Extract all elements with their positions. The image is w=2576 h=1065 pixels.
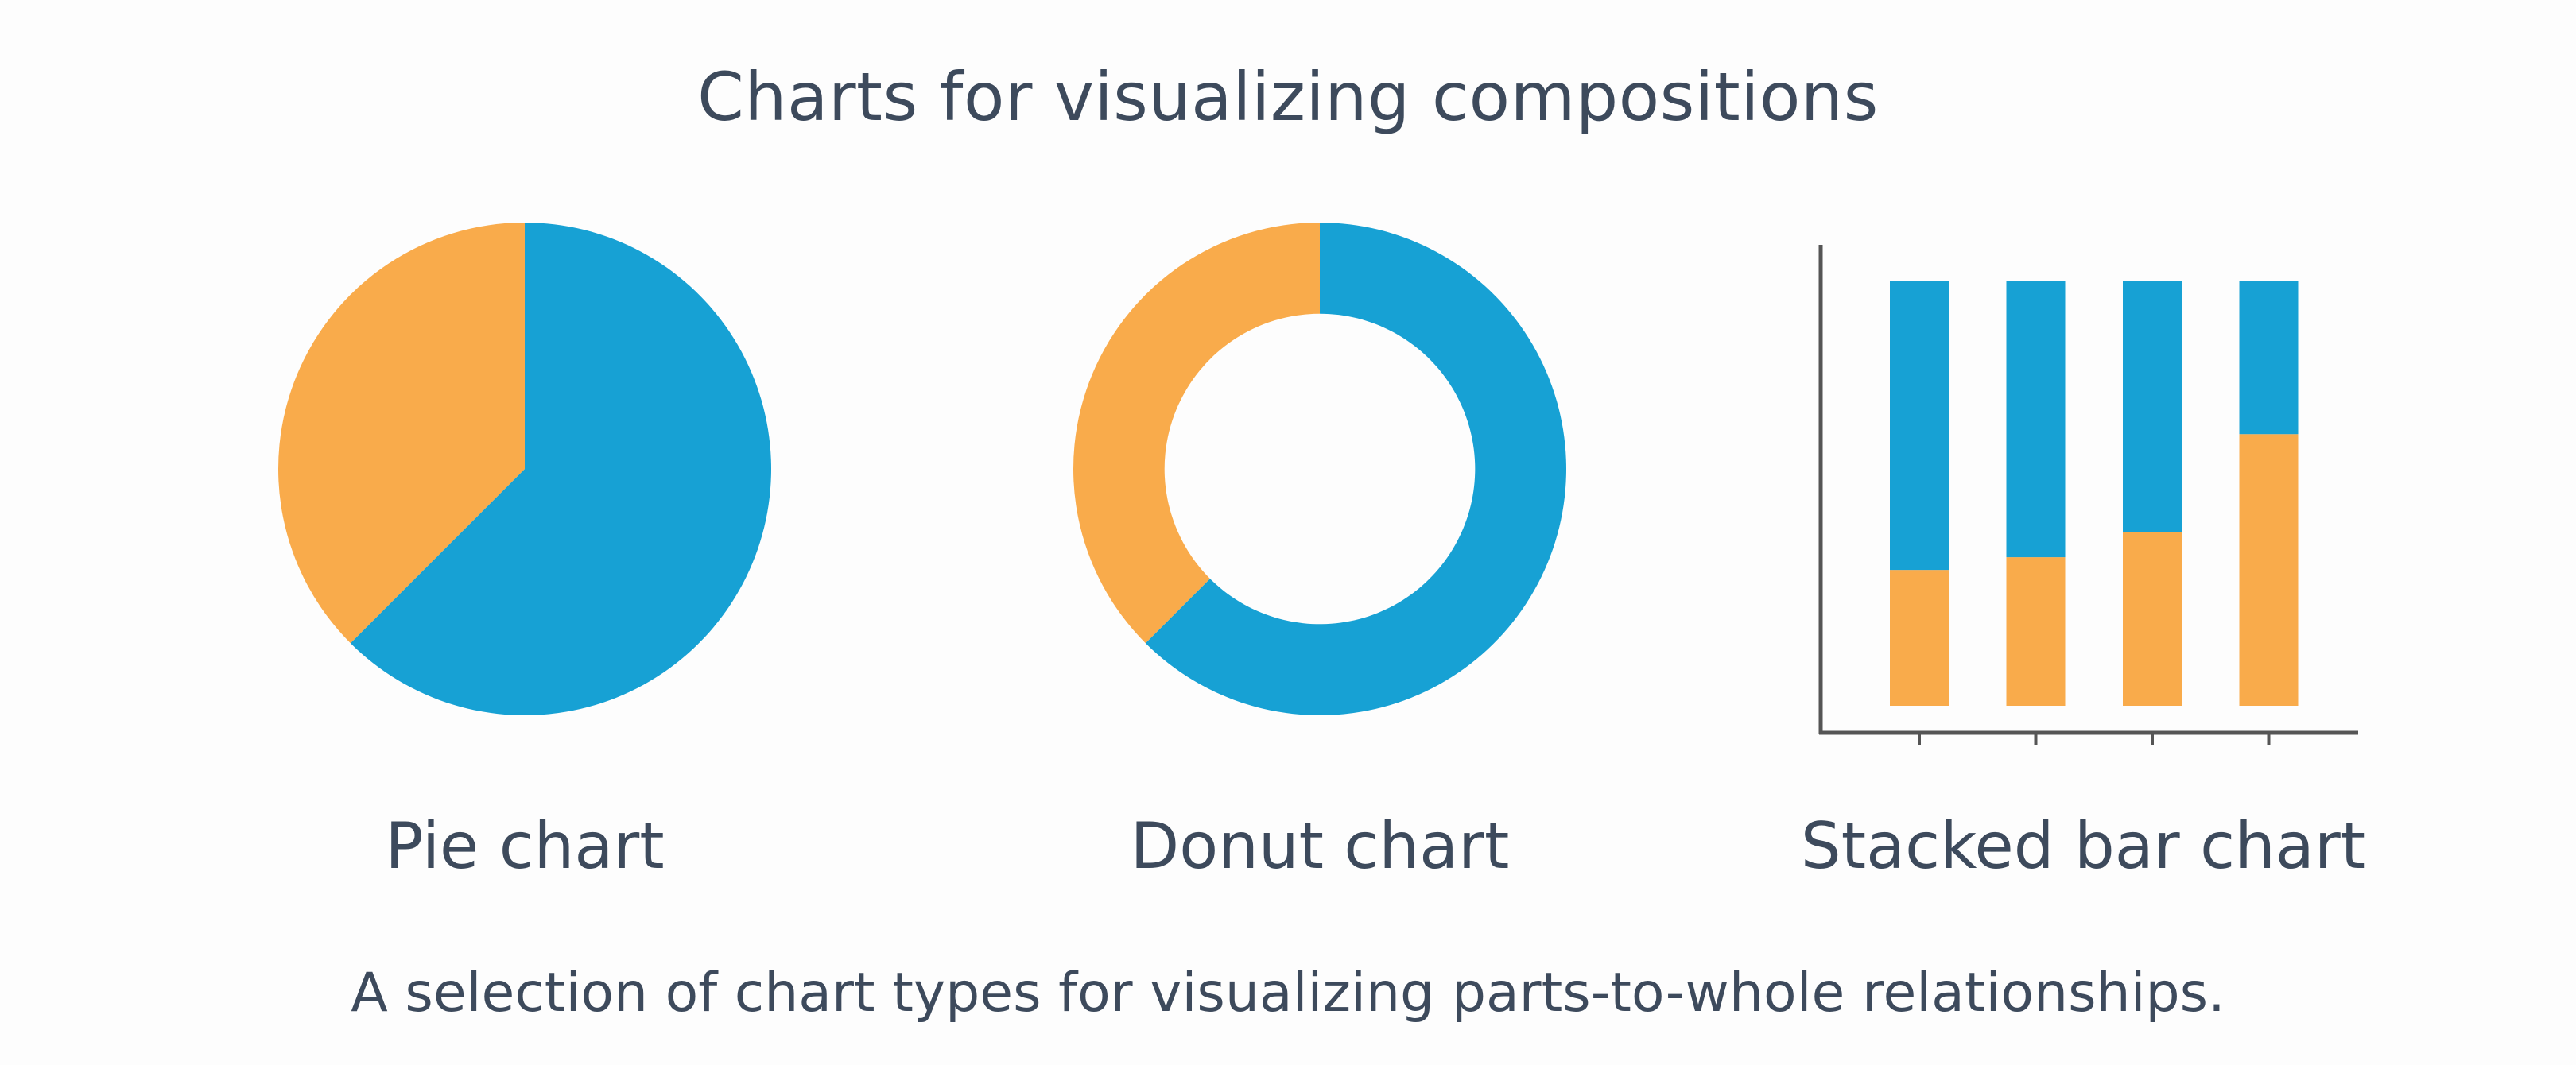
- caption: A selection of chart types for visualizi…: [351, 962, 2225, 1024]
- bar-4-segment-2: [2239, 281, 2299, 435]
- bar-2-segment-1: [2006, 557, 2066, 706]
- donut-slice-2: [1073, 222, 1320, 644]
- page-title: Charts for visualizing compositions: [697, 58, 1879, 136]
- pie-slice-2: [277, 222, 525, 644]
- donut-slice-1: [1145, 223, 1566, 715]
- stacked-bar-chart-label: Stacked bar chart: [1800, 809, 2366, 883]
- donut-chart: [1073, 222, 1566, 715]
- bar-3-segment-1: [2123, 532, 2182, 706]
- pie-slice-1: [350, 223, 771, 715]
- donut-chart-label: Donut chart: [1130, 809, 1510, 883]
- bar-3-segment-2: [2123, 281, 2182, 532]
- bar-4-segment-1: [2239, 434, 2299, 706]
- bar-2-segment-2: [2006, 281, 2066, 558]
- pie-chart-label: Pie chart: [385, 809, 665, 883]
- pie-chart: [277, 222, 771, 715]
- bar-1-segment-1: [1890, 570, 1949, 706]
- stacked-bar-chart: [1818, 245, 2358, 746]
- bar-1-segment-2: [1890, 281, 1949, 571]
